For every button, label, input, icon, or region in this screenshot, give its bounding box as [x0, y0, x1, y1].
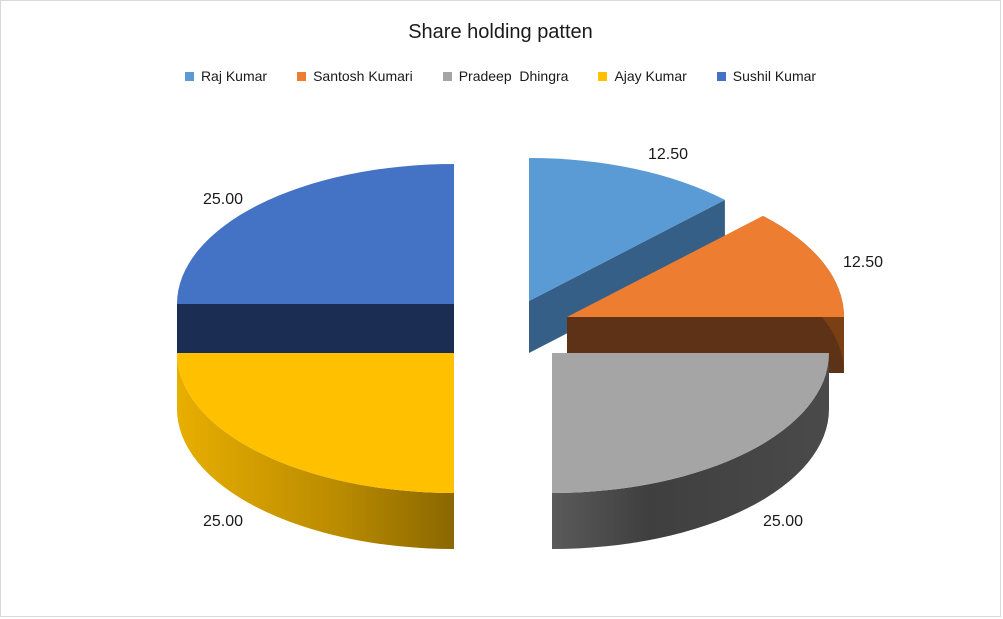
legend-label-santosh-kumari: Santosh Kumari [313, 68, 413, 84]
slice-top-pradeep-dhingra [552, 353, 829, 493]
slice-edge-ajay-kumar [177, 353, 454, 549]
legend-item-raj-kumar: Raj Kumar [184, 68, 268, 84]
legend-item-sushil-kumar: Sushil Kumar [716, 68, 817, 84]
data-label-raj-kumar: 12.50 [648, 146, 688, 163]
legend-swatch-sushil-kumar [716, 71, 726, 81]
slice-edge-pradeep-dhingra [552, 353, 829, 549]
slice-side-sushil-kumar [177, 304, 454, 353]
slice-top-ajay-kumar [177, 353, 454, 493]
legend-swatch-ajay-kumar [598, 71, 608, 81]
pie-slice-pradeep-dhingra [552, 353, 829, 549]
legend-item-ajay-kumar: Ajay Kumar [598, 68, 687, 84]
data-label-santosh-kumari: 12.50 [843, 254, 883, 271]
pie-slice-sushil-kumar [177, 164, 454, 353]
slice-top-sushil-kumar [177, 164, 454, 304]
legend-label-ajay-kumar: Ajay Kumar [614, 68, 687, 84]
pie-slice-ajay-kumar [177, 353, 454, 549]
legend-item-pradeep-dhingra: Pradeep Dhingra [442, 68, 569, 84]
legend: Raj Kumar Santosh Kumari Pradeep Dhingra… [1, 68, 1000, 84]
data-label-pradeep-dhingra: 25.00 [763, 513, 803, 530]
slice-top-santosh-kumari [567, 215, 844, 317]
legend-label-sushil-kumar: Sushil Kumar [732, 68, 817, 84]
data-label-sushil-kumar: 25.00 [203, 191, 243, 208]
legend-item-santosh-kumari: Santosh Kumari [297, 68, 413, 84]
data-label-ajay-kumar: 25.00 [203, 513, 243, 530]
slice-top-raj-kumar [529, 158, 725, 301]
legend-swatch-santosh-kumari [297, 71, 307, 81]
legend-label-raj-kumar: Raj Kumar [200, 68, 268, 84]
legend-swatch-pradeep-dhingra [442, 71, 452, 81]
legend-label-pradeep-dhingra: Pradeep Dhingra [458, 68, 569, 84]
chart-title: Share holding patten [408, 21, 593, 43]
legend-swatch-raj-kumar [184, 71, 194, 81]
